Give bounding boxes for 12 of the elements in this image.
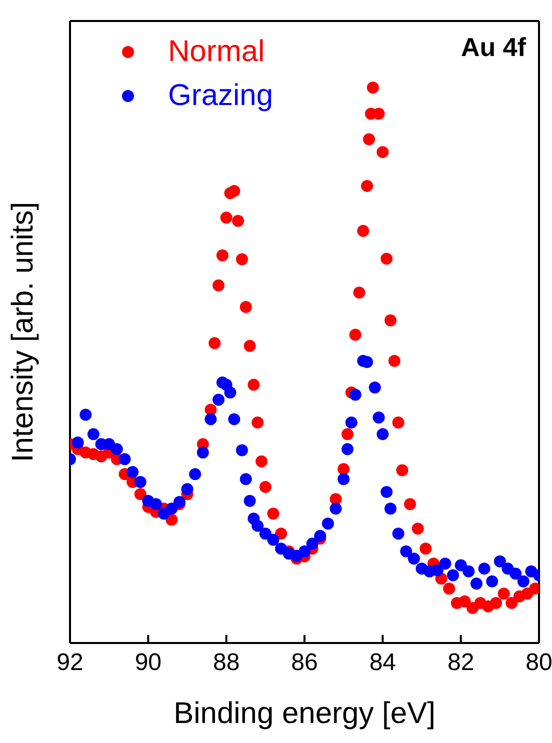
legend-label: Normal [168,34,265,70]
x-tick-label: 88 [212,649,240,676]
x-axis-title: Binding energy [eV] [174,697,436,730]
x-tick-label: 92 [56,649,84,676]
x-tick-label: 90 [134,649,162,676]
y-axis-title: Intensity [arb. units] [6,202,40,462]
x-tick-label: 80 [526,649,552,676]
x-tick-label: 86 [291,649,318,676]
legend-label: Grazing [168,78,274,114]
text: Au 4f [461,32,526,63]
x-tick-label: 84 [369,649,396,676]
x-tick-label: 82 [447,649,474,676]
